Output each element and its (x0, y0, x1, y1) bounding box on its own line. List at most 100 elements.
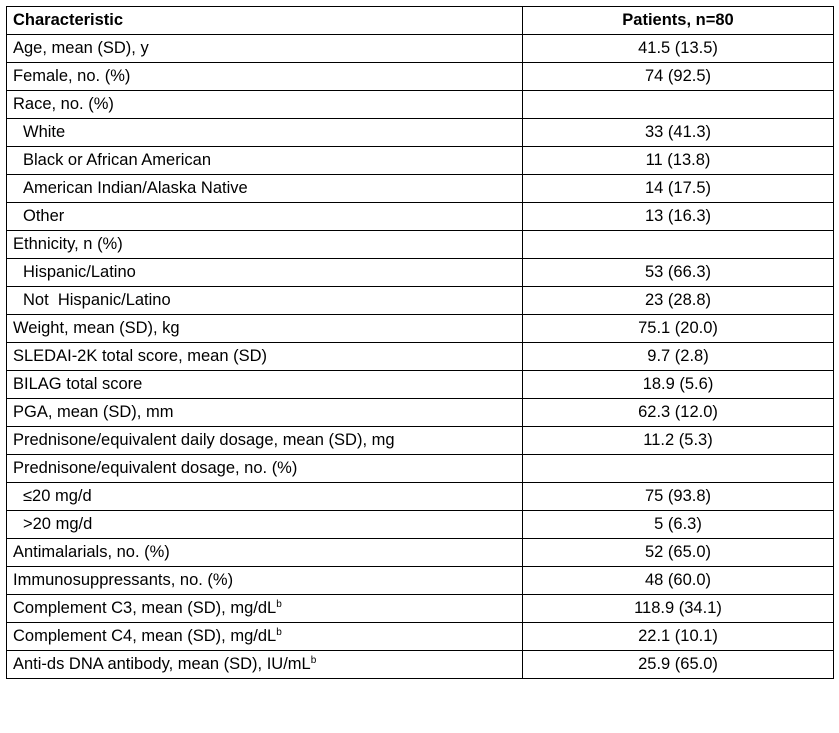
label-cell: Antimalarials, no. (%) (6, 538, 523, 567)
sub-row: American Indian/Alaska Native 14 (17.5) (6, 174, 834, 203)
sub-row: Hispanic/Latino 53 (66.3) (6, 258, 834, 287)
row: Weight, mean (SD), kg 75.1 (20.0) (6, 314, 834, 343)
label-cell: Prednisone/equivalent daily dosage, mean… (6, 426, 523, 455)
value: 48 (60.0) (644, 571, 712, 589)
label: Other (23, 207, 65, 225)
value-cell: 48 (60.0) (522, 566, 834, 595)
row: Immunosuppressants, no. (%) 48 (60.0) (6, 566, 834, 595)
label-cell: Not Hispanic/Latino (6, 286, 523, 315)
label-cell: Immunosuppressants, no. (%) (6, 566, 523, 595)
label: BILAG total score (13, 375, 143, 393)
label-cell: Female, no. (%) (6, 62, 523, 91)
row: Anti-ds DNA antibody, mean (SD), IU/mLb 2… (6, 650, 834, 679)
value: 23 (28.8) (644, 291, 712, 309)
value-cell: 14 (17.5) (522, 174, 834, 203)
value: 9.7 (2.8) (647, 347, 709, 365)
label-cell: Weight, mean (SD), kg (6, 314, 523, 343)
value-cell: 22.1 (10.1) (522, 622, 834, 651)
value-cell: 52 (65.0) (522, 538, 834, 567)
value-cell: 53 (66.3) (522, 258, 834, 287)
label: Antimalarials, no. (%) (13, 543, 170, 561)
value-cell: 25.9 (65.0) (522, 650, 834, 679)
label: PGA, mean (SD), mm (13, 403, 174, 421)
label: Not Hispanic/Latino (23, 291, 171, 309)
row: Race, no. (%) (6, 90, 834, 119)
value-cell: 62.3 (12.0) (522, 398, 834, 427)
value-cell: 5 (6.3) (522, 510, 834, 539)
row: SLEDAI-2K total score, mean (SD) 9.7 (2.8… (6, 342, 834, 371)
value: 75 (93.8) (644, 487, 712, 505)
label-cell: ≤20 mg/d (6, 482, 523, 511)
row: Prednisone/equivalent daily dosage, mean… (6, 426, 834, 455)
sub-row: Black or African American 11 (13.8) (6, 146, 834, 175)
value: 25.9 (65.0) (638, 655, 718, 673)
value-cell: 33 (41.3) (522, 118, 834, 147)
label: American Indian/Alaska Native (23, 179, 248, 197)
label-cell: Complement C4, mean (SD), mg/dLb (6, 622, 523, 651)
value-cell: 11.2 (5.3) (522, 426, 834, 455)
label-cell: PGA, mean (SD), mm (6, 398, 523, 427)
label: Race, no. (%) (13, 95, 114, 113)
value-cell: 118.9 (34.1) (522, 594, 834, 623)
value-cell: 23 (28.8) (522, 286, 834, 315)
value-cell: 41.5 (13.5) (522, 34, 834, 63)
value-cell: 18.9 (5.6) (522, 370, 834, 399)
label-cell: Race, no. (%) (6, 90, 523, 119)
sub-row: ≤20 mg/d 75 (93.8) (6, 482, 834, 511)
footnote-mark: b (276, 627, 282, 638)
header-cell: Characteristic (6, 6, 523, 35)
label-cell: BILAG total score (6, 370, 523, 399)
label-cell: SLEDAI-2K total score, mean (SD) (6, 342, 523, 371)
value-cell: 9.7 (2.8) (522, 342, 834, 371)
label: Prednisone/equivalent daily dosage, mean… (13, 431, 395, 449)
label: Female, no. (%) (13, 67, 131, 85)
value: 33 (41.3) (644, 123, 712, 141)
sub-row: Other 13 (16.3) (6, 202, 834, 231)
label: SLEDAI-2K total score, mean (SD) (13, 347, 268, 365)
label: Complement C4, mean (SD), mg/dL (13, 627, 277, 645)
label: ≤20 mg/d (23, 487, 92, 505)
label: Anti-ds DNA antibody, mean (SD), IU/mL (13, 655, 311, 673)
label-cell: >20 mg/d (6, 510, 523, 539)
value-cell: 13 (16.3) (522, 202, 834, 231)
value: 11 (13.8) (645, 151, 711, 169)
value-cell (522, 230, 834, 259)
row: Complement C4, mean (SD), mg/dLb 22.1 (10… (6, 622, 834, 651)
footnote-mark: b (310, 655, 317, 666)
label-cell: American Indian/Alaska Native (6, 174, 523, 203)
label: Weight, mean (SD), kg (13, 319, 180, 337)
label: Age, mean (SD), y (13, 39, 149, 57)
row: Ethnicity, n (%) (6, 230, 834, 259)
label: Ethnicity, n (%) (13, 235, 123, 253)
header-row: Characteristic Patients, n=80 (6, 6, 834, 35)
label-cell: Other (6, 202, 523, 231)
label-cell: Black or African American (6, 146, 523, 175)
label: >20 mg/d (23, 515, 93, 533)
value: 5 (6.3) (654, 515, 702, 533)
value: 14 (17.5) (644, 179, 712, 197)
sub-row: >20 mg/d 5 (6.3) (6, 510, 834, 539)
row: BILAG total score 18.9 (5.6) (6, 370, 834, 399)
row: Antimalarials, no. (%) 52 (65.0) (6, 538, 834, 567)
row: Age, mean (SD), y 41.5 (13.5) (6, 34, 834, 63)
label-cell: White (6, 118, 523, 147)
row: PGA, mean (SD), mm 62.3 (12.0) (6, 398, 834, 427)
characteristics-table: Characteristic Patients, n=80 Age, mean … (6, 6, 834, 679)
label-cell: Complement C3, mean (SD), mg/dLb (6, 594, 523, 623)
value: 52 (65.0) (644, 543, 712, 561)
value-cell (522, 454, 834, 483)
value-cell: 75.1 (20.0) (522, 314, 834, 343)
footnote-mark: b (276, 599, 282, 610)
label-cell: Hispanic/Latino (6, 258, 523, 287)
label: White (23, 123, 66, 141)
value: 22.1 (10.1) (638, 627, 718, 645)
value: 18.9 (5.6) (642, 375, 714, 393)
label-cell: Ethnicity, n (%) (6, 230, 523, 259)
label: Complement C3, mean (SD), mg/dL (13, 599, 277, 617)
row: Female, no. (%) 74 (92.5) (6, 62, 834, 91)
sub-row: White 33 (41.3) (6, 118, 834, 147)
value-cell (522, 90, 834, 119)
value: 41.5 (13.5) (638, 39, 718, 57)
table-body: Age, mean (SD), y 41.5 (13.5) Female, no. … (6, 34, 834, 679)
